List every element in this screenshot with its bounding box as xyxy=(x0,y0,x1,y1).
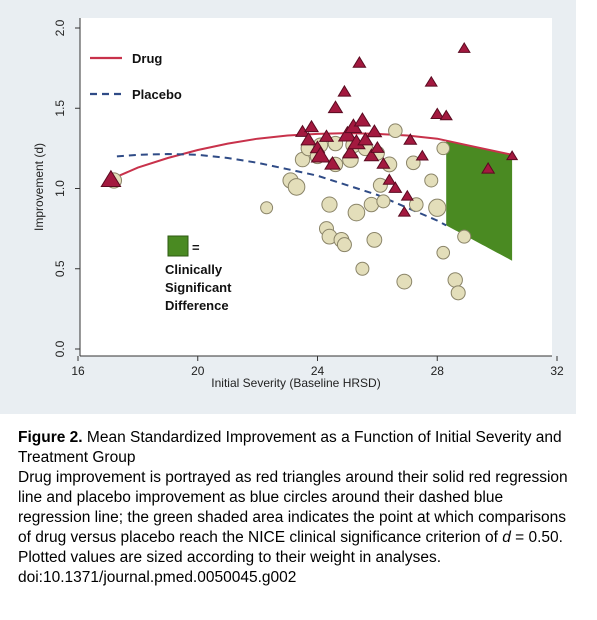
drug-point xyxy=(388,181,403,193)
placebo-point xyxy=(287,178,306,196)
caption-body: Drug improvement is portrayed as red tri… xyxy=(18,468,578,568)
drug-point xyxy=(382,173,397,185)
doi: doi:10.1371/journal.pmed.0050045.g002 xyxy=(18,569,297,586)
placebo-point xyxy=(372,177,388,193)
drug-point xyxy=(439,109,453,121)
drug-point xyxy=(310,146,331,163)
legend-label-placebo: Placebo xyxy=(132,87,182,102)
drug-point xyxy=(506,150,519,161)
placebo-point xyxy=(424,173,439,188)
x-tick-label: 20 xyxy=(191,364,205,378)
figure-panel: 16 20 24 28 32 0.0 0.5 1.0 1.5 2.0 Initial Severit… xyxy=(0,0,576,414)
placebo-point xyxy=(447,272,463,288)
caption-body-end: = 0.50. Plotted values are sized accordi… xyxy=(18,529,563,566)
placebo-point xyxy=(321,196,338,213)
annotation-swatch xyxy=(167,235,189,257)
y-tick-label: 1.0 xyxy=(53,180,67,197)
legend-label-drug: Drug xyxy=(132,51,162,66)
drug-point xyxy=(403,133,418,145)
annotation-line: Significant xyxy=(165,280,232,295)
drug-point xyxy=(341,144,359,159)
y-axis-title: Improvement (d) xyxy=(32,143,46,231)
figure-caption: Figure 2. Mean Standardized Improvement … xyxy=(18,428,578,588)
drug-point xyxy=(481,162,496,174)
annotation-line: Clinically xyxy=(165,262,223,277)
x-axis-title: Initial Severity (Baseline HRSD) xyxy=(211,376,380,390)
drug-point xyxy=(457,42,471,53)
drug-point xyxy=(353,112,372,127)
placebo-point xyxy=(396,273,413,290)
regression-line-placebo xyxy=(116,152,447,227)
drug-point xyxy=(352,56,367,68)
drug-point xyxy=(324,155,341,170)
x-tick-label: 28 xyxy=(431,364,445,378)
drug-point xyxy=(430,107,445,119)
drug-point xyxy=(357,131,374,146)
placebo-point xyxy=(366,231,383,248)
x-tick-label: 32 xyxy=(550,364,564,378)
drug-point xyxy=(100,169,122,187)
y-tick-label: 2.0 xyxy=(53,19,67,36)
drug-point xyxy=(370,140,385,153)
placebo-point xyxy=(376,194,391,209)
y-tick-label: 0.5 xyxy=(53,260,67,277)
annotation-equals: = xyxy=(192,240,200,255)
caption-heading: Figure 2. Mean Standardized Improvement … xyxy=(18,428,578,468)
placebo-point xyxy=(436,141,451,156)
y-tick-label: 1.5 xyxy=(53,100,67,117)
placebo-point xyxy=(436,245,451,260)
drug-point xyxy=(337,125,358,142)
placebo-point xyxy=(457,229,472,244)
figure-label: Figure 2. xyxy=(18,429,83,446)
placebo-point xyxy=(355,261,370,276)
regression-line-drug xyxy=(107,132,513,182)
drug-point xyxy=(366,124,383,138)
drug-point xyxy=(318,129,335,142)
drug-point xyxy=(337,84,352,97)
drug-point xyxy=(376,157,391,169)
annotation-line: Difference xyxy=(165,298,229,313)
drug-point xyxy=(397,205,412,217)
figure-title: Mean Standardized Improvement as a Funct… xyxy=(18,429,562,466)
drug-point xyxy=(400,189,414,201)
x-tick-label: 24 xyxy=(311,364,325,378)
placebo-point xyxy=(408,197,424,212)
placebo-point xyxy=(388,123,403,139)
scatter-chart: 16 20 24 28 32 0.0 0.5 1.0 1.5 2.0 Initial Severit… xyxy=(32,18,564,390)
drug-point xyxy=(363,148,380,162)
placebo-point xyxy=(260,201,274,215)
caption-body-text: Drug improvement is portrayed as red tri… xyxy=(18,469,568,546)
drug-point xyxy=(304,119,319,133)
placebo-point xyxy=(363,196,380,213)
placebo-point xyxy=(336,237,352,253)
caption-variable: d xyxy=(502,529,511,546)
y-tick-label: 0.0 xyxy=(53,340,67,357)
drug-point xyxy=(424,75,438,87)
placebo-point xyxy=(450,285,466,301)
placebo-point xyxy=(428,198,447,217)
drug-point xyxy=(327,100,344,114)
placebo-point xyxy=(347,203,366,222)
drug-point xyxy=(300,131,317,146)
x-tick-label: 16 xyxy=(71,364,85,378)
drug-point xyxy=(415,149,429,161)
